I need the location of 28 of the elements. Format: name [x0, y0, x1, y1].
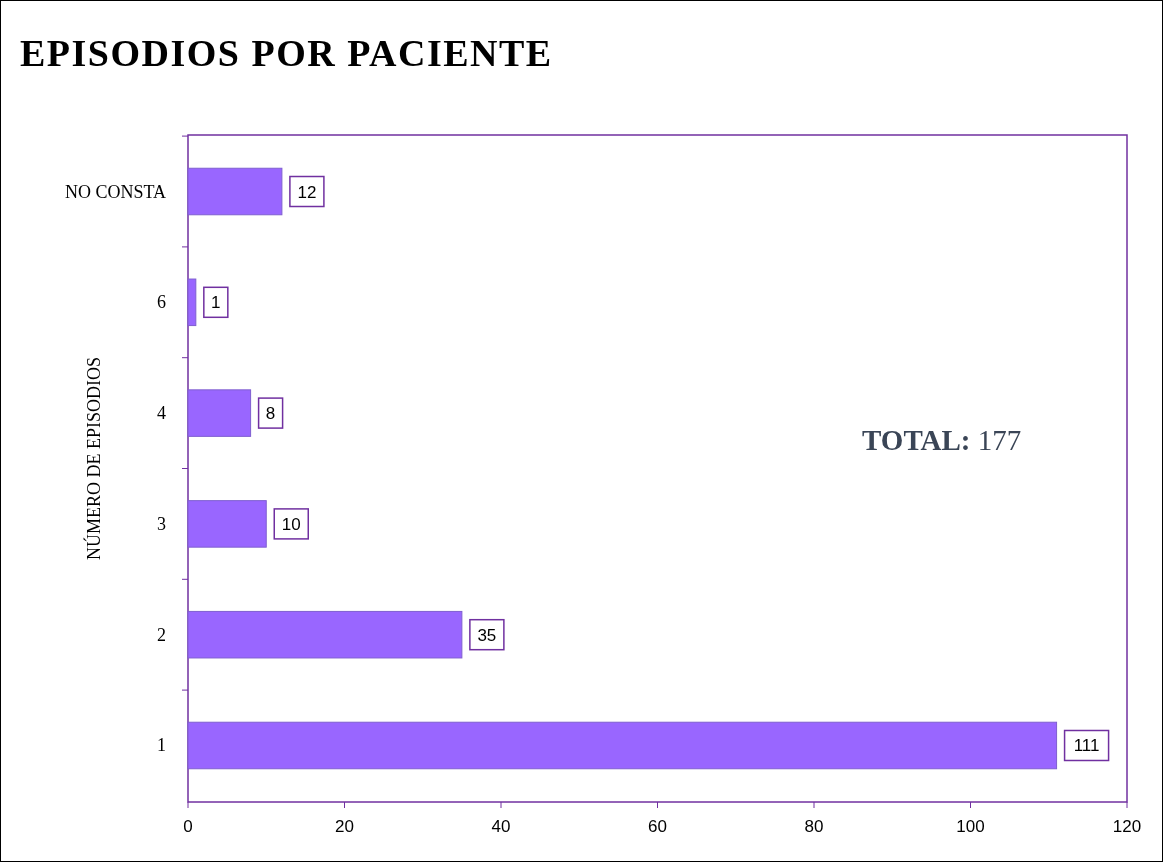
data-label: 8 [265, 404, 276, 424]
x-tick-label: 80 [804, 817, 824, 836]
bar [187, 500, 267, 548]
x-tick-label: 20 [335, 817, 354, 836]
bar [187, 389, 252, 437]
y-tick-label: NO CONSTA [64, 181, 166, 202]
x-tick-label: 100 [956, 817, 985, 836]
y-tick-label: 1 [157, 735, 166, 756]
bar [187, 167, 283, 216]
annotation: TOTAL: 177 [862, 424, 1022, 456]
x-tick-label: 0 [183, 817, 193, 836]
y-axis-title: NÚMERO DE EPISODIOS [83, 356, 104, 561]
data-label: 10 [281, 514, 301, 534]
data-label: 35 [477, 625, 497, 645]
x-tick-label: 120 [1112, 817, 1142, 836]
bar [187, 278, 197, 327]
bar [187, 721, 1058, 770]
y-tick-label: 2 [157, 624, 166, 645]
data-label: 111 [1073, 736, 1100, 756]
x-tick-label: 60 [648, 817, 667, 836]
x-tick-label: 40 [491, 817, 511, 836]
y-tick-label: 3 [157, 513, 166, 534]
y-tick-label: 4 [157, 403, 166, 424]
y-tick-label: 6 [157, 292, 166, 313]
data-label: 12 [297, 182, 317, 202]
bar [187, 610, 463, 659]
chart-title: EPISODIOS POR PACIENTE [20, 32, 553, 74]
data-label: 1 [211, 293, 221, 313]
